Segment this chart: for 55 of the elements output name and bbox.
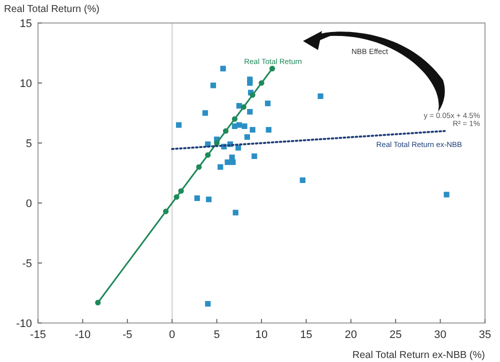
point (232, 210, 238, 216)
x-axis-title: Real Total Return ex-NBB (%) (352, 350, 485, 361)
point (252, 153, 258, 159)
point (95, 300, 101, 306)
point (232, 123, 238, 129)
point (264, 100, 271, 106)
point (240, 104, 246, 110)
point (318, 93, 324, 99)
x-tick-label: 25 (389, 329, 402, 341)
x-tick-label: 35 (478, 329, 492, 341)
x-tick-label: 0 (169, 329, 176, 341)
point (300, 177, 306, 183)
x-tick-label: 5 (214, 329, 220, 341)
point (218, 164, 224, 170)
point (269, 66, 276, 72)
point (224, 159, 230, 165)
point (444, 192, 450, 198)
point (206, 196, 212, 202)
point (210, 82, 216, 88)
point (205, 301, 211, 307)
y-tick-label: -5 (22, 258, 32, 270)
y-tick-label: 5 (26, 138, 32, 150)
y-tick-label: -10 (16, 318, 32, 330)
x-tick-label: 30 (434, 329, 446, 341)
x-tick-label: -15 (30, 329, 46, 341)
point (178, 188, 184, 194)
y-tick-label: 10 (20, 78, 32, 90)
point (196, 164, 202, 170)
point (244, 134, 250, 140)
point (250, 127, 256, 133)
point (220, 66, 226, 72)
point (163, 208, 169, 214)
x-tick-label: -5 (122, 329, 132, 341)
point (176, 122, 182, 128)
point (202, 110, 208, 116)
x-tick-label: 15 (300, 329, 312, 341)
y-axis-title: Real Total Return (%) (4, 4, 100, 15)
point (250, 92, 256, 98)
point (232, 116, 238, 122)
point (258, 80, 264, 86)
point (214, 140, 220, 146)
x-tick-label: 20 (344, 329, 358, 341)
point (242, 123, 248, 129)
point (174, 194, 180, 200)
point (229, 154, 235, 160)
point (205, 152, 211, 158)
point (266, 127, 272, 133)
point (222, 128, 229, 134)
x-tick-label: -10 (74, 329, 91, 341)
point (194, 195, 200, 201)
point (247, 109, 253, 115)
x-tick-label: 10 (255, 329, 268, 341)
point (247, 80, 253, 86)
y-tick-label: 15 (20, 18, 32, 30)
y-tick-label: 0 (26, 198, 32, 210)
